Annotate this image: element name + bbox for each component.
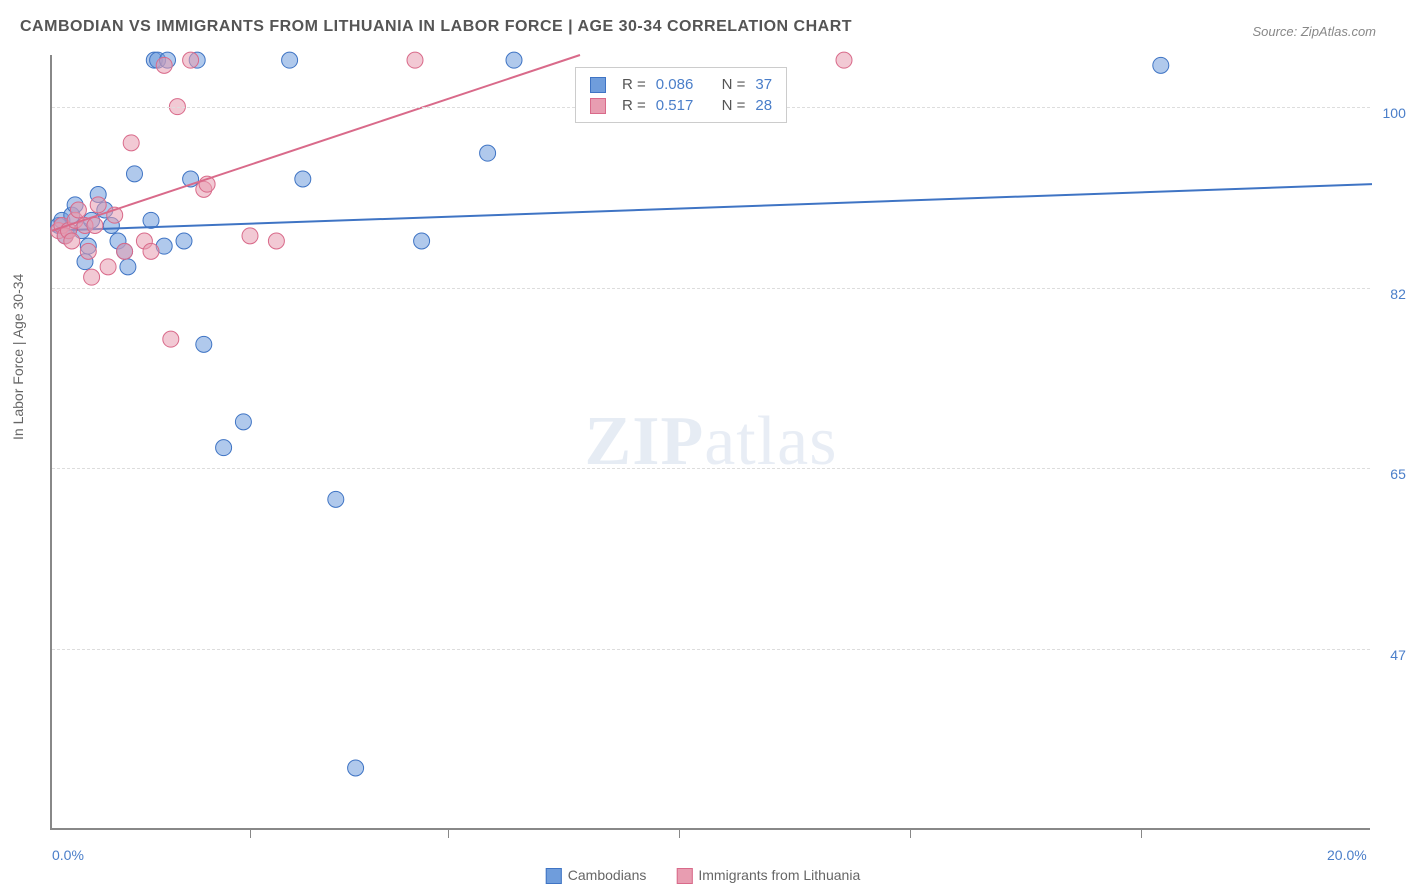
data-point [176, 233, 192, 249]
source-label: Source: ZipAtlas.com [1252, 24, 1376, 39]
data-point [268, 233, 284, 249]
data-point [295, 171, 311, 187]
data-point [120, 259, 136, 275]
data-point [64, 233, 80, 249]
legend-label-cambodians: Cambodians [568, 867, 647, 883]
stats-row: R = 0.086 N = 37 [590, 74, 772, 95]
stats-r-label: R = [622, 97, 646, 114]
legend-item-cambodians: Cambodians [546, 867, 647, 884]
y-tick-label: 82.5% [1375, 286, 1406, 302]
legend-label-lithuania: Immigrants from Lithuania [698, 867, 860, 883]
chart-svg [52, 55, 1370, 828]
data-point [80, 243, 96, 259]
data-point [143, 243, 159, 259]
x-tick-label: 20.0% [1327, 847, 1367, 863]
data-point [348, 760, 364, 776]
stats-n-value: 28 [755, 97, 772, 114]
data-point [235, 414, 251, 430]
legend-swatch-lithuania [676, 868, 692, 884]
data-point [328, 491, 344, 507]
data-point [90, 197, 106, 213]
chart-title: CAMBODIAN VS IMMIGRANTS FROM LITHUANIA I… [20, 18, 852, 36]
y-axis-label: In Labor Force | Age 30-34 [10, 274, 26, 440]
gridline [52, 649, 1370, 650]
gridline [52, 468, 1370, 469]
data-point [163, 331, 179, 347]
data-point [84, 269, 100, 285]
data-point [183, 52, 199, 68]
stats-r-value: 0.086 [656, 76, 694, 93]
data-point [100, 259, 116, 275]
stats-n-label: N = [722, 76, 746, 93]
x-minor-tick [448, 828, 449, 838]
data-point [117, 243, 133, 259]
plot-area: ZIPatlas 47.5%65.0%82.5%100.0%0.0%20.0% [50, 55, 1370, 830]
data-point [87, 218, 103, 234]
stats-r-value: 0.517 [656, 97, 694, 114]
data-point [156, 57, 172, 73]
data-point [480, 145, 496, 161]
stats-swatch [590, 77, 606, 93]
stats-r-label: R = [622, 76, 646, 93]
data-point [123, 135, 139, 151]
data-point [506, 52, 522, 68]
gridline [52, 288, 1370, 289]
x-minor-tick [910, 828, 911, 838]
data-point [216, 440, 232, 456]
data-point [196, 336, 212, 352]
regression-line [52, 184, 1372, 231]
stats-n-label: N = [722, 97, 746, 114]
data-point [414, 233, 430, 249]
data-point [407, 52, 423, 68]
x-minor-tick [1141, 828, 1142, 838]
stats-box: R = 0.086 N = 37R = 0.517 N = 28 [575, 67, 787, 123]
stats-n-value: 37 [755, 76, 772, 93]
data-point [143, 212, 159, 228]
data-point [127, 166, 143, 182]
y-tick-label: 65.0% [1375, 466, 1406, 482]
stats-row: R = 0.517 N = 28 [590, 95, 772, 116]
data-point [242, 228, 258, 244]
x-minor-tick [250, 828, 251, 838]
legend-item-lithuania: Immigrants from Lithuania [676, 867, 860, 884]
x-tick-label: 0.0% [52, 847, 84, 863]
data-point [1153, 57, 1169, 73]
y-tick-label: 47.5% [1375, 647, 1406, 663]
data-point [70, 202, 86, 218]
legend: Cambodians Immigrants from Lithuania [546, 867, 860, 884]
legend-swatch-cambodians [546, 868, 562, 884]
stats-swatch [590, 98, 606, 114]
data-point [282, 52, 298, 68]
data-point [836, 52, 852, 68]
x-minor-tick [679, 828, 680, 838]
y-tick-label: 100.0% [1375, 105, 1406, 121]
